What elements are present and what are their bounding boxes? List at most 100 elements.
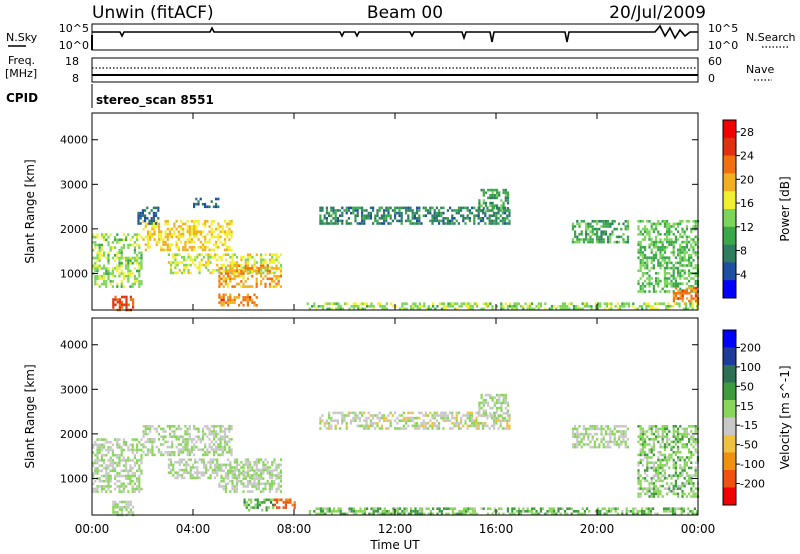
data-cell	[663, 487, 666, 490]
data-cell	[424, 424, 427, 428]
data-cell	[652, 285, 655, 288]
data-cell	[612, 507, 615, 510]
data-cell	[354, 214, 357, 217]
data-cell	[339, 214, 342, 217]
data-cell	[235, 458, 239, 461]
data-cell	[138, 285, 141, 288]
data-cell	[149, 440, 152, 444]
data-cell	[116, 440, 119, 444]
data-cell	[336, 422, 339, 425]
colorbar-segment	[723, 155, 736, 174]
data-cell	[490, 219, 493, 223]
data-cell	[683, 230, 686, 233]
data-cell	[275, 264, 278, 268]
data-cell	[168, 230, 172, 233]
data-cell	[149, 246, 152, 249]
data-cell	[690, 430, 693, 433]
data-cell	[246, 258, 250, 262]
data-cell	[531, 302, 534, 305]
data-cell	[127, 503, 130, 506]
data-cell	[133, 233, 136, 236]
data-cell	[103, 446, 106, 449]
data-cell	[191, 258, 195, 262]
data-cell	[189, 256, 192, 259]
data-cell	[166, 222, 169, 226]
data-cell	[455, 219, 458, 223]
data-cell	[215, 240, 218, 244]
data-cell	[227, 277, 230, 281]
data-cell	[348, 507, 351, 510]
data-cell	[275, 274, 278, 278]
data-cell	[578, 435, 581, 438]
data-cell	[218, 485, 221, 488]
data-cell	[193, 448, 196, 451]
data-cell	[332, 217, 335, 220]
data-cell	[650, 222, 653, 226]
data-cell	[251, 267, 254, 270]
data-cell	[655, 490, 658, 493]
data-cell	[176, 253, 179, 256]
data-cell	[657, 458, 660, 462]
data-cell	[98, 243, 101, 247]
data-cell	[679, 425, 682, 428]
data-cell	[679, 432, 682, 436]
data-cell	[478, 401, 481, 405]
data-cell	[488, 219, 491, 223]
data-cell	[646, 492, 649, 496]
data-cell	[204, 238, 207, 241]
data-cell	[138, 466, 141, 470]
data-cell	[96, 451, 99, 454]
data-cell	[341, 206, 344, 210]
data-cell	[528, 302, 531, 305]
data-cell	[179, 235, 183, 239]
data-cell	[637, 492, 640, 496]
data-cell	[182, 246, 185, 249]
data-cell	[98, 277, 101, 281]
data-cell	[332, 209, 335, 212]
data-cell	[644, 440, 647, 444]
data-cell	[644, 432, 647, 436]
data-cell	[217, 238, 220, 241]
data-cell	[210, 448, 213, 451]
data-cell	[339, 507, 342, 510]
data-cell	[224, 277, 227, 281]
data-cell	[610, 305, 613, 308]
data-cell	[219, 225, 222, 228]
data-cell	[571, 443, 574, 446]
data-cell	[133, 256, 136, 260]
data-cell	[182, 440, 185, 444]
data-cell	[260, 490, 263, 493]
data-cell	[589, 238, 592, 241]
data-cell	[218, 277, 221, 281]
data-cell	[276, 506, 279, 509]
data-cell	[506, 194, 510, 197]
data-cell	[661, 220, 664, 223]
data-cell	[663, 510, 666, 513]
data-cell	[140, 267, 143, 270]
data-cell	[559, 512, 562, 516]
data-cell	[639, 269, 642, 272]
data-cell	[242, 269, 245, 273]
data-cell	[398, 414, 401, 417]
data-cell	[210, 445, 213, 449]
data-cell	[229, 293, 232, 297]
data-cell	[279, 269, 282, 273]
data-cell	[260, 274, 263, 278]
data-cell	[478, 204, 481, 207]
data-cell	[193, 427, 196, 431]
data-cell	[656, 512, 659, 516]
data-cell	[111, 461, 114, 465]
data-cell	[361, 209, 364, 212]
data-cell	[279, 485, 282, 488]
data-cell	[591, 227, 594, 231]
data-cell	[166, 238, 169, 241]
data-cell	[493, 510, 496, 513]
data-cell	[659, 246, 662, 249]
data-cell	[244, 477, 247, 480]
data-cell	[610, 510, 613, 513]
data-cell	[233, 269, 236, 273]
data-cell	[622, 425, 625, 428]
data-cell	[442, 414, 445, 417]
data-cell	[438, 414, 441, 417]
data-cell	[184, 240, 187, 244]
